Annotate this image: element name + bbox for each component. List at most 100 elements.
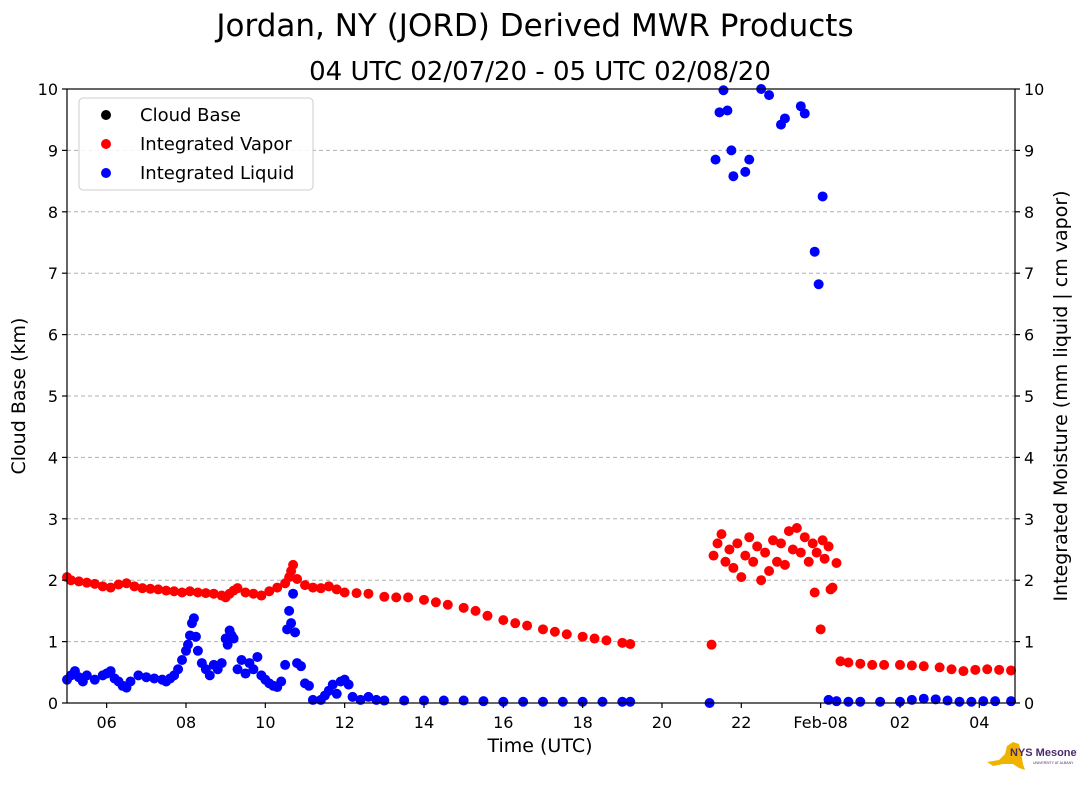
right-y-axis-label: Integrated Moisture (mm liquid | cm vapo… [1050,190,1072,601]
integrated-liquid-point [740,166,751,177]
integrated-liquid-point [177,655,188,666]
right-y-tick-label: 8 [1024,203,1034,222]
integrated-liquid-point [557,696,568,707]
integrated-vapor-point [760,547,771,558]
integrated-vapor-point [811,547,822,558]
integrated-vapor-point [331,584,342,595]
x-axis-label: Time (UTC) [486,735,592,757]
integrated-liquid-point [728,171,739,182]
left-y-tick-label: 6 [48,326,58,345]
integrated-liquid-point [795,101,806,112]
integrated-vapor-point [561,629,572,640]
integrated-liquid-point [831,696,842,707]
left-y-tick-label: 3 [48,510,58,529]
integrated-vapor-point [379,591,390,602]
legend-marker-cloud-base [101,110,111,120]
integrated-vapor-point [65,575,76,586]
integrated-liquid-point [918,693,929,704]
integrated-vapor-point [720,556,731,567]
integrated-liquid-point [204,670,215,681]
integrated-vapor-point [363,588,374,599]
right-y-tick-label: 5 [1024,387,1034,406]
integrated-liquid-point [133,670,144,681]
integrated-liquid-point [232,664,243,675]
integrated-liquid-point [498,696,509,707]
integrated-vapor-point [315,583,326,594]
integrated-vapor-point [740,550,751,561]
integrated-liquid-point [290,627,301,638]
integrated-liquid-point [288,588,299,599]
integrated-liquid-point [894,696,905,707]
points-layer [62,84,1017,708]
integrated-vapor-point [81,577,92,588]
integrated-vapor-point [867,659,878,670]
integrated-liquid-point [125,676,136,687]
integrated-liquid-point [813,279,824,290]
integrated-liquid-point [296,661,307,672]
integrated-liquid-point [105,666,116,677]
integrated-vapor-point [752,541,763,552]
left-y-tick-label: 0 [48,694,58,713]
right-y-tick-label: 10 [1024,80,1044,99]
integrated-liquid-point [188,613,199,624]
integrated-liquid-point [799,108,810,119]
integrated-liquid-point [141,672,152,683]
integrated-vapor-point [732,538,743,549]
integrated-vapor-point [815,624,826,635]
integrated-liquid-point [343,679,354,690]
integrated-liquid-point [228,633,239,644]
integrated-liquid-point [276,676,287,687]
integrated-vapor-point [787,544,798,555]
new-york-state-shape-icon [987,742,1025,770]
integrated-vapor-point [799,532,810,543]
integrated-liquid-point [537,696,548,707]
integrated-liquid-point [379,695,390,706]
integrated-vapor-point [97,581,108,592]
integrated-vapor-point [339,587,350,598]
integrated-vapor-point [994,664,1005,675]
integrated-vapor-point [169,586,180,597]
integrated-vapor-point [129,581,140,592]
integrated-vapor-point [391,592,402,603]
x-tick-label: 10 [255,713,275,732]
integrated-vapor-point [819,553,830,564]
integrated-vapor-point [617,637,628,648]
integrated-vapor-point [724,544,735,555]
integrated-liquid-point [438,695,449,706]
integrated-liquid-point [222,639,233,650]
integrated-liquid-point [1006,696,1017,707]
integrated-vapor-point [192,587,203,598]
right-y-tick-label: 0 [1024,694,1034,713]
integrated-vapor-point [791,523,802,534]
integrated-vapor-point [264,586,275,597]
integrated-liquid-point [617,696,628,707]
right-y-tick-label: 2 [1024,571,1034,590]
legend: Cloud Base Integrated Vapor Integrated L… [78,97,314,191]
left-y-tick-label: 1 [48,633,58,652]
integrated-liquid-point [718,85,729,96]
chart-title: Jordan, NY (JORD) Derived MWR Products [214,8,853,44]
integrated-vapor-point [200,588,211,599]
left-y-tick-label: 7 [48,264,58,283]
integrated-vapor-point [768,535,779,546]
x-tick-label: 02 [890,713,910,732]
right-y-tick-label: 9 [1024,141,1034,160]
integrated-liquid-point [625,696,636,707]
integrated-liquid-point [190,631,201,642]
right-y-tick-label: 6 [1024,326,1034,345]
x-tick-label: 06 [96,713,116,732]
integrated-vapor-point [918,661,929,672]
integrated-vapor-point [764,565,775,576]
integrated-vapor-point [137,583,148,594]
integrated-vapor-point [105,582,116,593]
integrated-liquid-point [240,668,251,679]
integrated-vapor-point [89,578,100,589]
integrated-vapor-point [458,602,469,613]
integrated-vapor-point [823,541,834,552]
integrated-liquid-point [597,696,608,707]
integrated-vapor-point [879,659,890,670]
left-y-axis-label: Cloud Base (km) [8,318,30,475]
integrated-vapor-point [807,538,818,549]
left-y-tick-label: 5 [48,387,58,406]
